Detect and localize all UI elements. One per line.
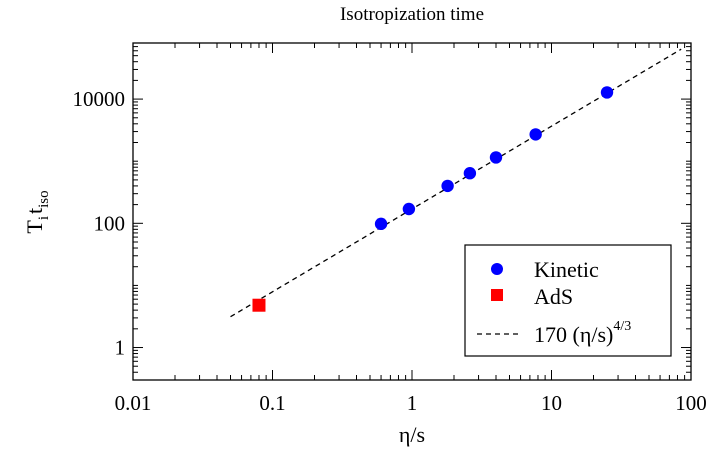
- x-tick-label: 10: [541, 391, 562, 415]
- y-axis-label-t: t: [22, 208, 47, 214]
- x-tick-label: 0.1: [259, 391, 285, 415]
- legend-label-ads: AdS: [534, 284, 573, 309]
- y-axis-label-sub-i: i: [36, 216, 52, 220]
- x-tick-label: 100: [675, 391, 707, 415]
- chart-title: Isotropization time: [340, 4, 484, 25]
- legend-marker-kinetic: [491, 263, 503, 275]
- y-axis-label-sub-iso: iso: [36, 190, 52, 208]
- x-tick-label: 1: [407, 391, 418, 415]
- kinetic-point: [441, 179, 454, 193]
- axis-ticks: [132, 42, 692, 381]
- kinetic-point: [600, 86, 614, 99]
- kinetic-point: [529, 128, 542, 141]
- legend-label-fit-exponent: 4/3: [613, 319, 631, 334]
- kinetic-point: [374, 217, 388, 231]
- tick-labels: 0.01 0.1 1 10 100 1 100 10000: [73, 87, 707, 415]
- y-tick-label: 1: [115, 336, 126, 360]
- y-axis-label-main: T: [22, 220, 47, 234]
- legend-label-fit: 170 (η/s)4/3: [534, 319, 631, 347]
- kinetic-point: [402, 202, 416, 216]
- kinetic-point: [463, 167, 477, 180]
- x-axis-label: η/s: [399, 422, 425, 447]
- legend: Kinetic AdS 170 (η/s)4/3: [464, 244, 672, 357]
- kinetic-point: [489, 151, 503, 164]
- legend-label-fit-base: 170 (η/s): [534, 322, 613, 347]
- y-axis-label: Titiso: [22, 190, 52, 233]
- y-tick-label: 10000: [73, 87, 126, 111]
- legend-label-kinetic: Kinetic: [534, 257, 599, 282]
- x-tick-label: 0.01: [115, 391, 152, 415]
- ads-point: [252, 298, 266, 312]
- legend-marker-ads: [491, 289, 503, 301]
- data-points: [252, 86, 614, 312]
- svg-text:Titiso: Titiso: [22, 190, 52, 233]
- y-tick-label: 100: [94, 211, 126, 235]
